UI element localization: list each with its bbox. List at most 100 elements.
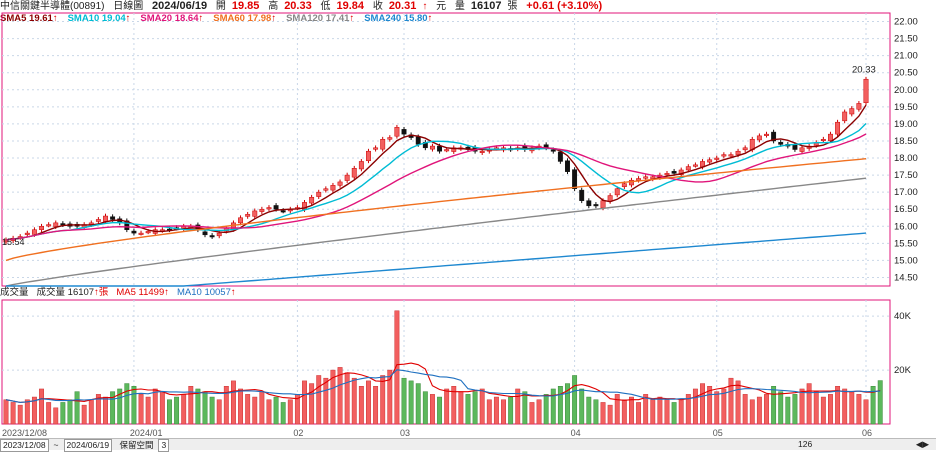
volume-bar: [202, 391, 208, 425]
close-label: 收: [372, 1, 383, 12]
candle-body: [799, 147, 805, 152]
volume-bar: [152, 388, 158, 425]
volume-bar: [74, 391, 80, 425]
volume-bar: [344, 372, 350, 425]
candle-body: [131, 230, 137, 234]
volume-bar: [10, 402, 16, 425]
ma-legend: SMA5 19.61↑ SMA10 19.04↑ SMA20 18.64↑ SMA60…: [0, 12, 442, 25]
candle-body: [95, 219, 101, 222]
candle-body: [387, 137, 393, 140]
candle-body: [643, 176, 649, 179]
volume-bar: [508, 396, 514, 425]
volume-label: 量: [454, 1, 465, 12]
ma-legend-item-2: SMA20 18.64↑: [140, 13, 204, 24]
volume-bar: [188, 386, 194, 425]
candle-body: [444, 149, 450, 152]
ma-legend-item-0: SMA5 19.61↑: [0, 13, 58, 24]
volume-bar: [380, 375, 386, 425]
volume-bar: [422, 391, 428, 425]
candle-body: [245, 214, 251, 217]
candle-body: [593, 204, 599, 207]
volume-bar: [88, 399, 94, 425]
volume-bar: [593, 399, 599, 425]
volume-bar: [330, 369, 336, 425]
candle-body: [721, 154, 727, 157]
candle-body: [238, 217, 243, 224]
ma-line-SMA10: [5, 123, 867, 241]
scroll-arrows-icon[interactable]: ◀▶: [915, 439, 929, 449]
volume-bar: [394, 310, 400, 425]
price-tick-label: 20.50: [894, 68, 918, 79]
range-from[interactable]: 2023/12/08: [0, 439, 49, 452]
candle-body: [771, 131, 777, 142]
volume-bar: [692, 388, 698, 425]
candle-body: [316, 191, 322, 197]
ma-line-SMA120: [5, 177, 867, 287]
volume-bar: [707, 386, 713, 425]
volume-bar: [24, 399, 30, 425]
volume-bar: [728, 377, 734, 425]
ma-line-SMA5: [5, 104, 867, 241]
period-label: 日線圖: [113, 1, 144, 12]
close-value: 20.31: [388, 0, 417, 12]
volume-bar: [856, 394, 862, 425]
last-high-label: 20.33: [852, 65, 876, 76]
gap-label: 保留空間: [119, 440, 154, 450]
candle-body: [145, 231, 151, 234]
candle-body: [629, 179, 634, 186]
price-tick-label: 21.00: [894, 51, 918, 62]
volume-bar: [195, 388, 201, 425]
candle-body: [380, 139, 386, 150]
ma-legend-item-1: SMA10 19.04↑: [67, 13, 131, 24]
volume-bar: [451, 386, 457, 425]
range-to[interactable]: 2024/06/19: [63, 439, 113, 452]
volume-bar: [117, 388, 123, 425]
volume-bar: [323, 377, 329, 425]
gap-input[interactable]: 3: [158, 439, 170, 452]
candle-body: [366, 150, 371, 162]
candle-body: [259, 208, 265, 212]
price-tick-label: 14.50: [894, 272, 918, 283]
candle-body: [707, 159, 713, 163]
bar-count: 126: [798, 439, 813, 449]
volume-bar: [714, 391, 720, 425]
volume-tick-label: 20K: [894, 365, 912, 376]
price-tick-label: 17.50: [894, 170, 918, 181]
candle-body: [600, 200, 606, 209]
volume-legend-item-1: 成交量 16107↑張: [36, 287, 109, 298]
volume-bar: [387, 369, 393, 425]
candle-body: [103, 215, 108, 222]
volume-bar: [167, 399, 172, 425]
volume-bar: [465, 394, 471, 425]
volume-bar: [870, 386, 876, 425]
ma-legend-item-4: SMA120 17.41↑: [286, 13, 355, 24]
candle-body: [280, 210, 286, 213]
change-value: +0.61 (+3.10%): [526, 0, 603, 12]
volume-bar: [863, 399, 869, 425]
volume-bar: [337, 367, 343, 425]
volume-bar: [636, 402, 642, 425]
volume-bar: [486, 399, 492, 425]
volume-bar: [302, 380, 307, 425]
price-tick-label: 19.50: [894, 102, 918, 113]
volume-bar: [46, 402, 52, 425]
candle-body: [437, 145, 443, 152]
candle-body: [856, 103, 862, 110]
price-tick-label: 16.00: [894, 221, 918, 232]
ma-line-SMA20: [5, 133, 867, 241]
volume-bar: [756, 396, 762, 425]
volume-bar: [81, 404, 87, 425]
stock-name: 中信關鍵半導體(00891): [0, 1, 105, 12]
candle-body: [479, 150, 485, 153]
volume-bar: [749, 399, 755, 425]
open-label: 開: [215, 1, 226, 12]
volume-bar: [828, 394, 833, 425]
volume-bar: [181, 394, 187, 425]
date-label: 04: [571, 428, 581, 438]
candle-body: [39, 226, 44, 230]
volume-bar: [280, 402, 286, 425]
high-label: 高: [268, 1, 279, 12]
candlestick-chart[interactable]: 22.00 21.50 21.00 20.50 20.00 19.50 19.00 18.50…: [0, 0, 936, 438]
price-tick-label: 16.50: [894, 204, 918, 215]
volume-bar: [643, 394, 649, 425]
